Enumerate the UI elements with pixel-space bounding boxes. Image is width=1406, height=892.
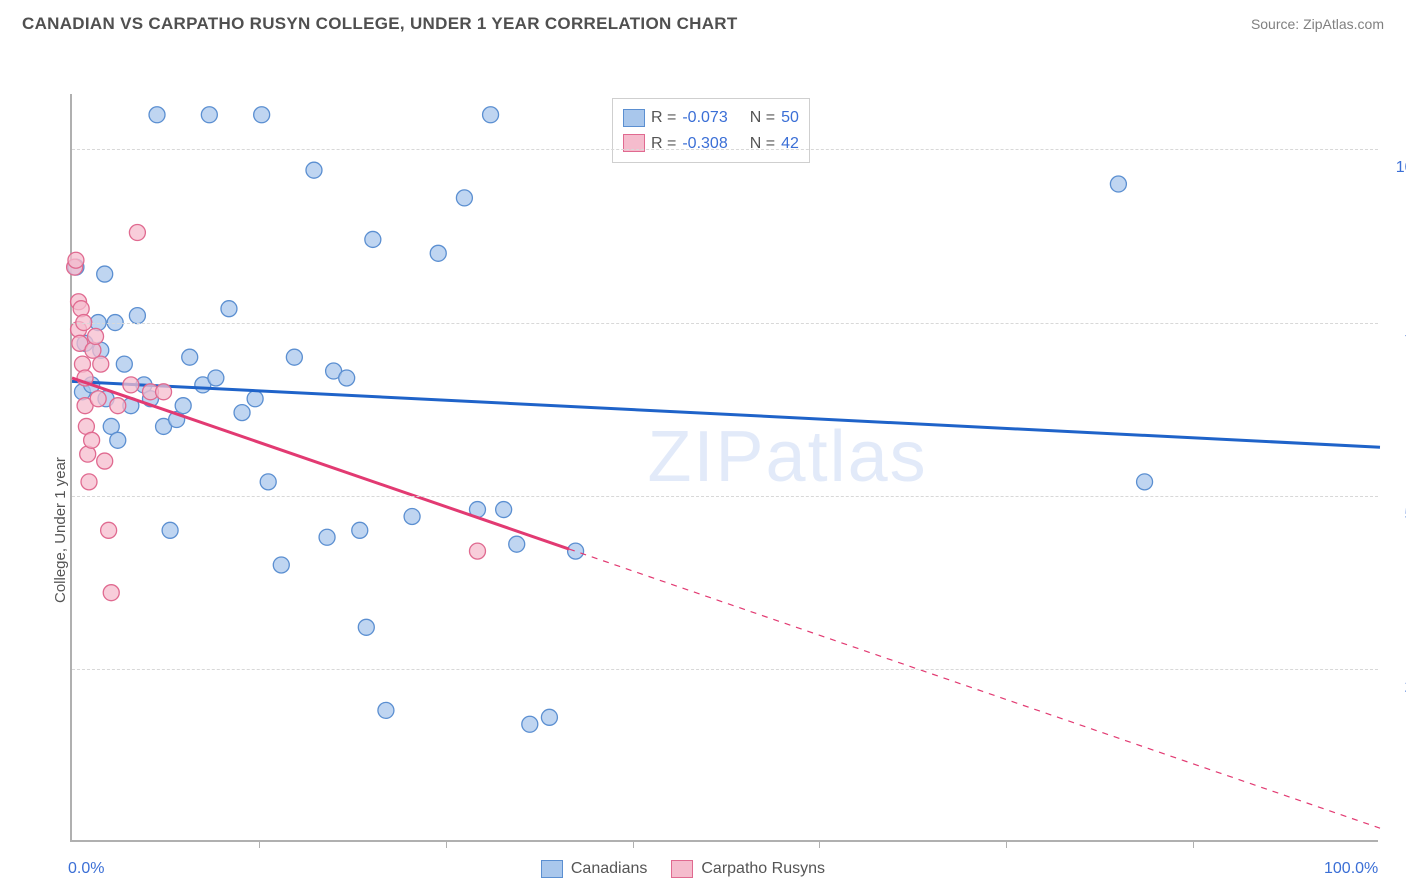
data-point: [541, 709, 557, 725]
xaxis-end-label: 100.0%: [1324, 860, 1378, 878]
data-point: [260, 474, 276, 490]
legend-n-label: N =: [750, 131, 775, 157]
data-point: [469, 543, 485, 559]
ytick-label: 75.0%: [1386, 333, 1406, 351]
xaxis-start-label: 0.0%: [68, 860, 104, 878]
data-point: [175, 398, 191, 414]
ytick-label: 25.0%: [1386, 679, 1406, 697]
data-point: [306, 162, 322, 178]
legend-swatch: [623, 109, 645, 127]
data-point: [73, 301, 89, 317]
data-point: [365, 231, 381, 247]
data-point: [123, 377, 139, 393]
data-point: [101, 522, 117, 538]
source-prefix: Source:: [1251, 16, 1303, 32]
legend-correlation-row: R =-0.073 N =50: [623, 105, 799, 131]
legend-r-label: R =: [651, 105, 676, 131]
xtick: [259, 840, 260, 848]
gridline: [72, 323, 1378, 324]
data-point: [129, 308, 145, 324]
legend-correlation-box: R =-0.073 N =50 R =-0.308 N =42: [612, 98, 810, 163]
data-point: [483, 107, 499, 123]
data-point: [68, 252, 84, 268]
data-point: [88, 328, 104, 344]
data-point: [162, 522, 178, 538]
ytick-label: 50.0%: [1386, 506, 1406, 524]
data-point: [93, 356, 109, 372]
data-point: [110, 398, 126, 414]
chart-title: CANADIAN VS CARPATHO RUSYN COLLEGE, UNDE…: [22, 14, 738, 34]
data-point: [247, 391, 263, 407]
data-point: [358, 619, 374, 635]
legend-swatch: [671, 860, 693, 878]
data-point: [378, 702, 394, 718]
legend-n-label: N =: [750, 105, 775, 131]
data-point: [509, 536, 525, 552]
source-attribution: Source: ZipAtlas.com: [1251, 16, 1384, 32]
gridline: [72, 669, 1378, 670]
data-point: [286, 349, 302, 365]
data-point: [1110, 176, 1126, 192]
chart-header: CANADIAN VS CARPATHO RUSYN COLLEGE, UNDE…: [0, 0, 1406, 44]
legend-correlation-row: R =-0.308 N =42: [623, 131, 799, 157]
legend-n-value: 50: [781, 105, 799, 131]
legend-n-value: 42: [781, 131, 799, 157]
data-point: [74, 356, 90, 372]
legend-series-item: Canadians: [541, 860, 648, 878]
legend-series-item: Carpatho Rusyns: [671, 860, 825, 878]
data-point: [110, 432, 126, 448]
data-point: [182, 349, 198, 365]
data-point: [97, 453, 113, 469]
data-point: [496, 502, 512, 518]
gridline: [72, 149, 1378, 150]
data-point: [149, 107, 165, 123]
legend-series: Canadians Carpatho Rusyns: [541, 860, 825, 878]
legend-r-value: -0.308: [682, 131, 727, 157]
data-point: [208, 370, 224, 386]
plot-area: ZIPatlas R =-0.073N =50R =-0.308N =42 25…: [70, 94, 1378, 842]
source-name: ZipAtlas.com: [1303, 16, 1384, 32]
legend-swatch: [541, 860, 563, 878]
xtick: [633, 840, 634, 848]
data-point: [90, 391, 106, 407]
legend-series-label: Carpatho Rusyns: [701, 860, 825, 878]
data-point: [84, 432, 100, 448]
data-point: [103, 585, 119, 601]
data-point: [221, 301, 237, 317]
data-point: [97, 266, 113, 282]
data-point: [254, 107, 270, 123]
data-point: [404, 508, 420, 524]
trend-line-extrapolated: [569, 549, 1380, 828]
xtick: [446, 840, 447, 848]
data-point: [116, 356, 132, 372]
data-point: [201, 107, 217, 123]
data-point: [568, 543, 584, 559]
data-point: [352, 522, 368, 538]
legend-series-label: Canadians: [571, 860, 648, 878]
data-point: [234, 405, 250, 421]
data-point: [522, 716, 538, 732]
data-point: [129, 225, 145, 241]
legend-r-value: -0.073: [682, 105, 727, 131]
trend-line: [72, 381, 1380, 447]
data-point: [339, 370, 355, 386]
data-point: [81, 474, 97, 490]
legend-r-label: R =: [651, 131, 676, 157]
data-point: [273, 557, 289, 573]
xtick: [1006, 840, 1007, 848]
data-point: [156, 384, 172, 400]
yaxis-title: College, Under 1 year: [52, 457, 69, 603]
data-point: [319, 529, 335, 545]
data-point: [430, 245, 446, 261]
plot-svg: [72, 94, 1380, 842]
ytick-label: 100.0%: [1386, 159, 1406, 177]
gridline: [72, 496, 1378, 497]
xtick: [1193, 840, 1194, 848]
xtick: [819, 840, 820, 848]
data-point: [1137, 474, 1153, 490]
data-point: [456, 190, 472, 206]
